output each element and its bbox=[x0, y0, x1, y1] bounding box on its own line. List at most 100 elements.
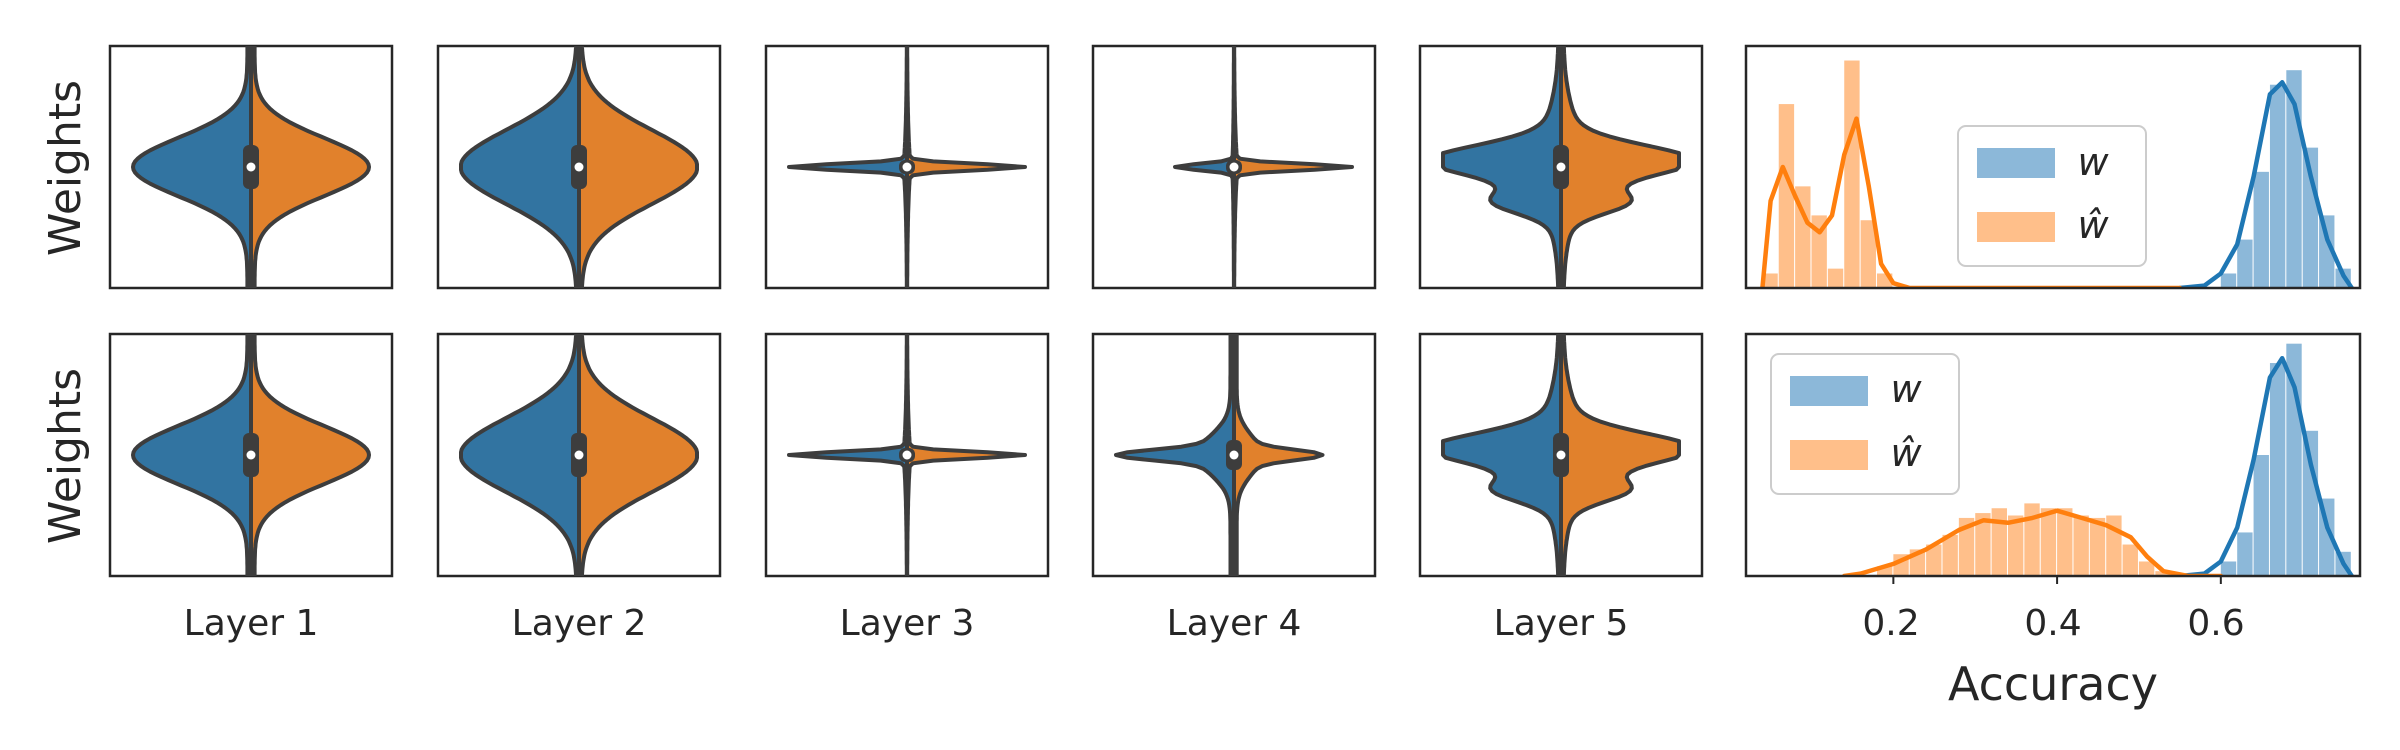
violin-half-w-r1-l3 bbox=[787, 46, 909, 288]
violin-half-w-r1-l4 bbox=[1173, 46, 1236, 288]
violin-r1-layer1 bbox=[108, 44, 394, 290]
layer-label-1: Layer 1 bbox=[184, 603, 319, 644]
ylabel-row2: Weights bbox=[40, 368, 91, 544]
violin-r2-layer5 bbox=[1418, 332, 1704, 578]
violin-half-w-r1-l1 bbox=[131, 46, 253, 288]
hist-bar-r1-s1-2 bbox=[1795, 186, 1811, 288]
hist-bar-r2-s1-6 bbox=[1975, 513, 1991, 576]
violin-half-w-r2-l5 bbox=[1441, 334, 1563, 576]
violin-half-w-r1-l5 bbox=[1441, 46, 1563, 288]
hist-bar-r1-s0-0 bbox=[2220, 273, 2237, 288]
hist-bar-r2-s1-11 bbox=[2057, 508, 2073, 576]
violin-median-r2-l2 bbox=[574, 450, 584, 460]
hist-bar-r2-s0-1 bbox=[2237, 532, 2253, 576]
violin-half-what-r2-l2 bbox=[577, 334, 699, 576]
hist-bar-r2-s1-0 bbox=[1876, 566, 1893, 576]
hist-bar-r2-s0-2 bbox=[2253, 455, 2269, 576]
hist-xtick-0.4: 0.4 bbox=[2024, 603, 2081, 644]
legend-bottom-swatch-what bbox=[1790, 440, 1868, 470]
violin-median-r1-l4 bbox=[1229, 162, 1239, 172]
layer-label-2: Layer 2 bbox=[512, 603, 647, 644]
violin-half-w-r2-l4 bbox=[1114, 334, 1236, 576]
hist-bar-r1-s0-1 bbox=[2237, 239, 2253, 288]
hist-bar-r1-s1-3 bbox=[1811, 215, 1827, 288]
hist-bar-r2-s1-17 bbox=[2155, 571, 2171, 576]
hist-bar-r1-s1-5 bbox=[1844, 60, 1860, 288]
violin-half-what-r2-l4 bbox=[1232, 334, 1325, 576]
hist-bar-r1-s1-4 bbox=[1827, 268, 1844, 288]
hist-bar-r1-s0-3 bbox=[2269, 84, 2286, 288]
hist-bar-r2-s1-12 bbox=[2073, 515, 2089, 576]
legend-top-box bbox=[1957, 125, 2147, 267]
histogram-row1 bbox=[1744, 44, 2362, 290]
hist-bar-r2-s1-7 bbox=[1991, 508, 2007, 576]
hist-kde-r1-w bbox=[2177, 80, 2355, 288]
hist-xlabel: Accuracy bbox=[1948, 657, 2158, 711]
violin-half-what-r1-l3 bbox=[905, 46, 1027, 288]
violin-half-w-r2-l3 bbox=[787, 334, 909, 576]
violin-half-w-r1-l2 bbox=[459, 46, 581, 288]
violin-half-what-r1-l1 bbox=[249, 46, 371, 288]
violin-median-r2-l3 bbox=[902, 450, 912, 460]
violin-median-r1-l5 bbox=[1556, 162, 1566, 172]
violin-half-what-r1-l2 bbox=[577, 46, 699, 288]
violin-median-r2-l5 bbox=[1556, 450, 1566, 460]
violin-half-w-r2-l1 bbox=[131, 334, 253, 576]
legend-top-swatch-w bbox=[1977, 148, 2055, 178]
hist-bar-r1-s0-2 bbox=[2253, 171, 2269, 288]
violin-r2-layer1 bbox=[108, 332, 394, 578]
violin-r2-layer4 bbox=[1091, 332, 1377, 578]
hist-bar-r2-s1-3 bbox=[1926, 544, 1942, 576]
violin-median-r2-l1 bbox=[246, 450, 256, 460]
legend-top-label-w: w bbox=[2077, 140, 2109, 184]
violin-median-r1-l2 bbox=[574, 162, 584, 172]
layer-label-4: Layer 4 bbox=[1167, 603, 1302, 644]
hist-bar-r1-s0-6 bbox=[2319, 215, 2335, 288]
hist-kde-r2-what bbox=[1841, 508, 2224, 576]
legend-bottom-swatch-w bbox=[1790, 376, 1868, 406]
violin-median-r1-l3 bbox=[902, 162, 912, 172]
hist-xtick-0.2: 0.2 bbox=[1862, 603, 1919, 644]
layer-label-5: Layer 5 bbox=[1494, 603, 1629, 644]
legend-top-swatch-what bbox=[1977, 212, 2055, 242]
ylabel-row1: Weights bbox=[40, 80, 91, 256]
hist-xtick-0.6: 0.6 bbox=[2187, 603, 2244, 644]
hist-bar-r1-s1-0 bbox=[1762, 273, 1778, 288]
legend-bottom: w ŵ bbox=[1770, 353, 1960, 495]
violin-r1-layer4 bbox=[1091, 44, 1377, 290]
layer-label-3: Layer 3 bbox=[840, 603, 975, 644]
hist-kde-r2-w bbox=[2177, 355, 2355, 576]
hist-bar-r2-s1-8 bbox=[2007, 515, 2024, 576]
hist-kde-r1-what bbox=[1760, 116, 2183, 288]
violin-r1-layer3 bbox=[764, 44, 1050, 290]
hist-frame-r1 bbox=[1744, 44, 2362, 290]
violin-r1-layer2 bbox=[436, 44, 722, 290]
hist-bar-r1-s1-6 bbox=[1860, 220, 1876, 288]
histogram-panels bbox=[1744, 44, 2362, 584]
hist-frame-r2 bbox=[1744, 332, 2362, 578]
hist-bar-r2-s1-9 bbox=[2024, 503, 2040, 576]
legend-top: w ŵ bbox=[1957, 125, 2147, 267]
violin-panels bbox=[108, 44, 1704, 578]
legend-bottom-label-w: w bbox=[1890, 367, 1922, 411]
legend-bottom-label-what: ŵ bbox=[1890, 431, 1922, 475]
histogram-row2 bbox=[1744, 332, 2362, 584]
violin-r2-layer2 bbox=[436, 332, 722, 578]
hist-bar-r2-s1-4 bbox=[1942, 534, 1958, 576]
hist-bar-r2-s1-5 bbox=[1958, 517, 1975, 576]
violin-r1-layer5 bbox=[1418, 44, 1704, 290]
violin-half-w-r2-l2 bbox=[459, 334, 581, 576]
hist-bar-r2-s1-10 bbox=[2040, 508, 2057, 576]
hist-bar-r1-s1-1 bbox=[1778, 104, 1795, 288]
violin-half-what-r2-l1 bbox=[249, 334, 371, 576]
violin-half-what-r2-l3 bbox=[905, 334, 1027, 576]
hist-bar-r2-s0-0 bbox=[2220, 561, 2237, 576]
violin-median-r1-l1 bbox=[246, 162, 256, 172]
legend-bottom-box bbox=[1770, 353, 1960, 495]
hist-bar-r2-s0-5 bbox=[2302, 430, 2319, 576]
hist-bar-r2-s1-13 bbox=[2089, 517, 2106, 576]
violin-half-what-r2-l5 bbox=[1559, 334, 1681, 576]
hist-bar-r2-s0-3 bbox=[2269, 363, 2286, 576]
violin-half-what-r1-l5 bbox=[1559, 46, 1681, 288]
